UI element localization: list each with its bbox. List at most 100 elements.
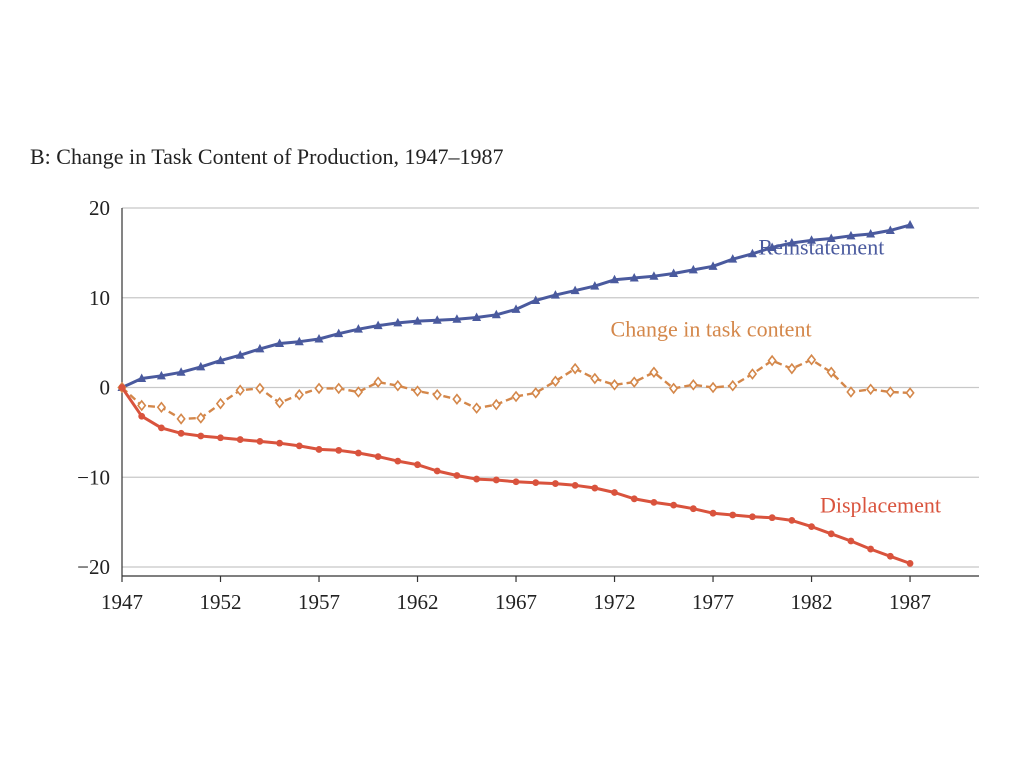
y-tick-label: 20 xyxy=(89,196,110,220)
data-point xyxy=(137,399,147,412)
data-point xyxy=(767,242,777,251)
data-point xyxy=(570,285,580,295)
data-point xyxy=(709,509,717,517)
x-tick-label: 1967 xyxy=(495,590,537,614)
data-point xyxy=(235,350,245,359)
data-point xyxy=(866,383,876,396)
data-point xyxy=(787,238,797,247)
data-point xyxy=(867,545,875,553)
data-point xyxy=(452,314,462,323)
y-tick-label: −10 xyxy=(77,465,110,489)
data-point xyxy=(433,467,441,475)
data-point xyxy=(846,230,856,240)
data-point xyxy=(137,373,147,383)
series-layer xyxy=(117,220,915,567)
data-point xyxy=(532,479,540,487)
data-point xyxy=(531,295,541,304)
data-point xyxy=(511,390,521,403)
data-point xyxy=(255,343,265,353)
data-point xyxy=(335,446,343,454)
data-point xyxy=(670,501,678,509)
data-point xyxy=(749,513,756,521)
data-point xyxy=(294,388,304,401)
data-point xyxy=(846,386,856,398)
x-tick-label: 1962 xyxy=(397,590,439,614)
data-point xyxy=(177,429,185,437)
data-point xyxy=(688,379,698,391)
data-point xyxy=(393,317,403,327)
data-point xyxy=(256,437,264,445)
data-point xyxy=(611,489,618,496)
x-tick-label: 1982 xyxy=(791,590,833,614)
data-point xyxy=(412,385,423,397)
y-tick-label: −20 xyxy=(77,555,110,579)
data-point xyxy=(156,401,167,414)
data-point xyxy=(138,412,146,420)
data-point xyxy=(747,248,757,258)
series-label: Change in task content xyxy=(611,316,812,341)
data-point xyxy=(314,382,324,395)
data-point xyxy=(217,434,224,442)
data-point xyxy=(708,261,718,270)
data-point xyxy=(905,220,915,229)
data-point xyxy=(629,273,639,282)
data-point xyxy=(905,387,915,399)
data-point xyxy=(471,402,482,414)
y-tick-label: 10 xyxy=(89,286,110,310)
data-point xyxy=(491,309,501,319)
data-point xyxy=(295,442,303,450)
data-point xyxy=(393,379,403,392)
data-point xyxy=(768,514,776,522)
data-point xyxy=(729,511,737,519)
x-tick-label: 1947 xyxy=(101,590,143,614)
data-point xyxy=(512,478,520,486)
data-point xyxy=(886,552,894,560)
data-point xyxy=(314,334,324,343)
data-point xyxy=(355,449,362,457)
data-point xyxy=(866,229,876,238)
data-point xyxy=(118,384,126,391)
data-point xyxy=(334,328,344,338)
data-point xyxy=(609,379,620,391)
series-line-displacement xyxy=(120,386,911,565)
data-point xyxy=(788,516,796,524)
data-point xyxy=(787,362,797,375)
data-point xyxy=(176,367,186,376)
data-point xyxy=(669,268,679,278)
data-point xyxy=(650,499,658,506)
data-point xyxy=(274,396,285,409)
data-point xyxy=(767,354,777,367)
data-point xyxy=(550,290,560,299)
data-point xyxy=(847,537,855,545)
data-point xyxy=(294,336,304,346)
data-point xyxy=(197,432,205,440)
data-point xyxy=(236,436,244,443)
data-point xyxy=(590,372,600,385)
data-point xyxy=(156,370,166,380)
data-point xyxy=(511,304,521,313)
data-point xyxy=(571,481,579,489)
data-point xyxy=(334,382,344,395)
x-tick-label: 1972 xyxy=(594,590,636,614)
data-point xyxy=(255,382,265,395)
data-point xyxy=(373,376,383,388)
data-point xyxy=(196,361,206,371)
data-point xyxy=(807,235,817,244)
data-point xyxy=(374,453,382,461)
series-change-in-task-content xyxy=(117,353,915,425)
data-point xyxy=(808,523,815,531)
series-label: Displacement xyxy=(820,492,941,517)
x-tick-label: 1987 xyxy=(889,590,931,614)
data-point xyxy=(708,381,718,394)
data-point xyxy=(669,382,679,395)
data-point xyxy=(413,316,423,325)
data-point xyxy=(432,388,442,401)
series-displacement xyxy=(118,384,914,567)
data-point xyxy=(906,560,914,567)
data-point xyxy=(275,338,285,348)
data-point xyxy=(570,362,580,375)
data-point xyxy=(196,412,206,424)
data-point xyxy=(806,353,817,366)
data-point xyxy=(432,315,442,324)
data-point xyxy=(826,366,836,379)
